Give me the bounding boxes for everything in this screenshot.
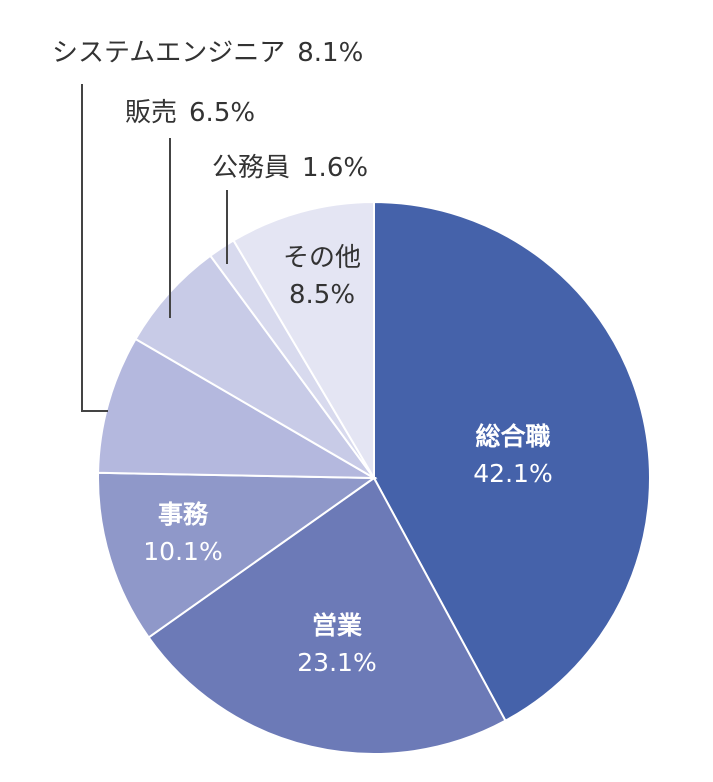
label-sogoshoku-name: 総合職 [475,422,550,451]
pie-slice-eigyo [147,476,507,755]
label-sales: 販売 6.5% [125,98,255,128]
label-jimu-name: 事務 [158,500,209,529]
leader-lines [81,84,228,412]
label-jimu-value: 10.1% [143,537,222,566]
pie-slice-sogoshoku [373,200,651,723]
pie-slice-sales [134,254,375,479]
pie-slice-system-engineer [97,337,378,480]
leader-line-system-engineer [81,84,108,412]
slice-labels: 総合職 42.1% 営業 23.1% 事務 10.1% その他 8.5% システ… [52,38,553,677]
label-eigyo-name: 営業 [312,611,362,640]
label-sogoshoku-value: 42.1% [473,459,552,488]
label-eigyo-value: 23.1% [297,648,376,677]
label-civil-servant: 公務員 1.6% [212,153,368,183]
pie-slices [97,200,651,755]
label-system-engineer: システムエンジニア 8.1% [52,38,363,68]
pie-slice-jimu [97,471,378,639]
label-other-value: 8.5% [289,280,355,310]
pie-slice-other [232,200,375,482]
label-other-name: その他 [283,243,361,273]
